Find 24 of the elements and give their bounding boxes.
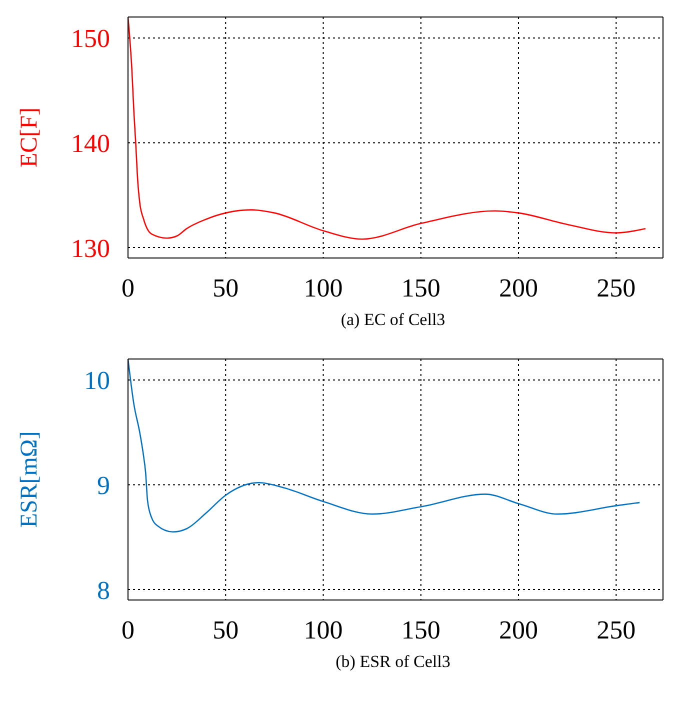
x-tick-label: 250: [596, 273, 636, 302]
x-tick-label: 100: [304, 273, 343, 302]
y-tick-label: 150: [71, 24, 110, 54]
x-tick-label: 200: [499, 273, 538, 302]
x-tick-label: 150: [401, 273, 440, 302]
x-tick-label: 200: [499, 615, 538, 644]
x-tick-label: 150: [401, 615, 440, 644]
y-tick-label: 130: [71, 234, 110, 263]
x-tick-label: 250: [596, 615, 636, 644]
x-tick-label: 50: [212, 273, 239, 302]
y-axis-title: ESR[mΩ]: [16, 431, 43, 528]
line-series: [128, 359, 640, 533]
y-tick-label: 8: [97, 576, 110, 605]
text: (a) EC of Cell3: [340, 310, 446, 330]
y-axis-title: EC[F]: [16, 108, 43, 168]
y-tick-label: 10: [84, 366, 110, 396]
x-tick-label: 0: [122, 273, 134, 302]
x-tick-label: 100: [304, 615, 343, 644]
y-tick-label: 140: [71, 128, 110, 158]
x-tick-label: 0: [122, 615, 134, 644]
x-tick-label: 50: [212, 615, 239, 644]
text: (b) ESR of Cell3: [334, 652, 452, 672]
line-series: [128, 17, 646, 240]
y-tick-label: 9: [97, 470, 110, 500]
